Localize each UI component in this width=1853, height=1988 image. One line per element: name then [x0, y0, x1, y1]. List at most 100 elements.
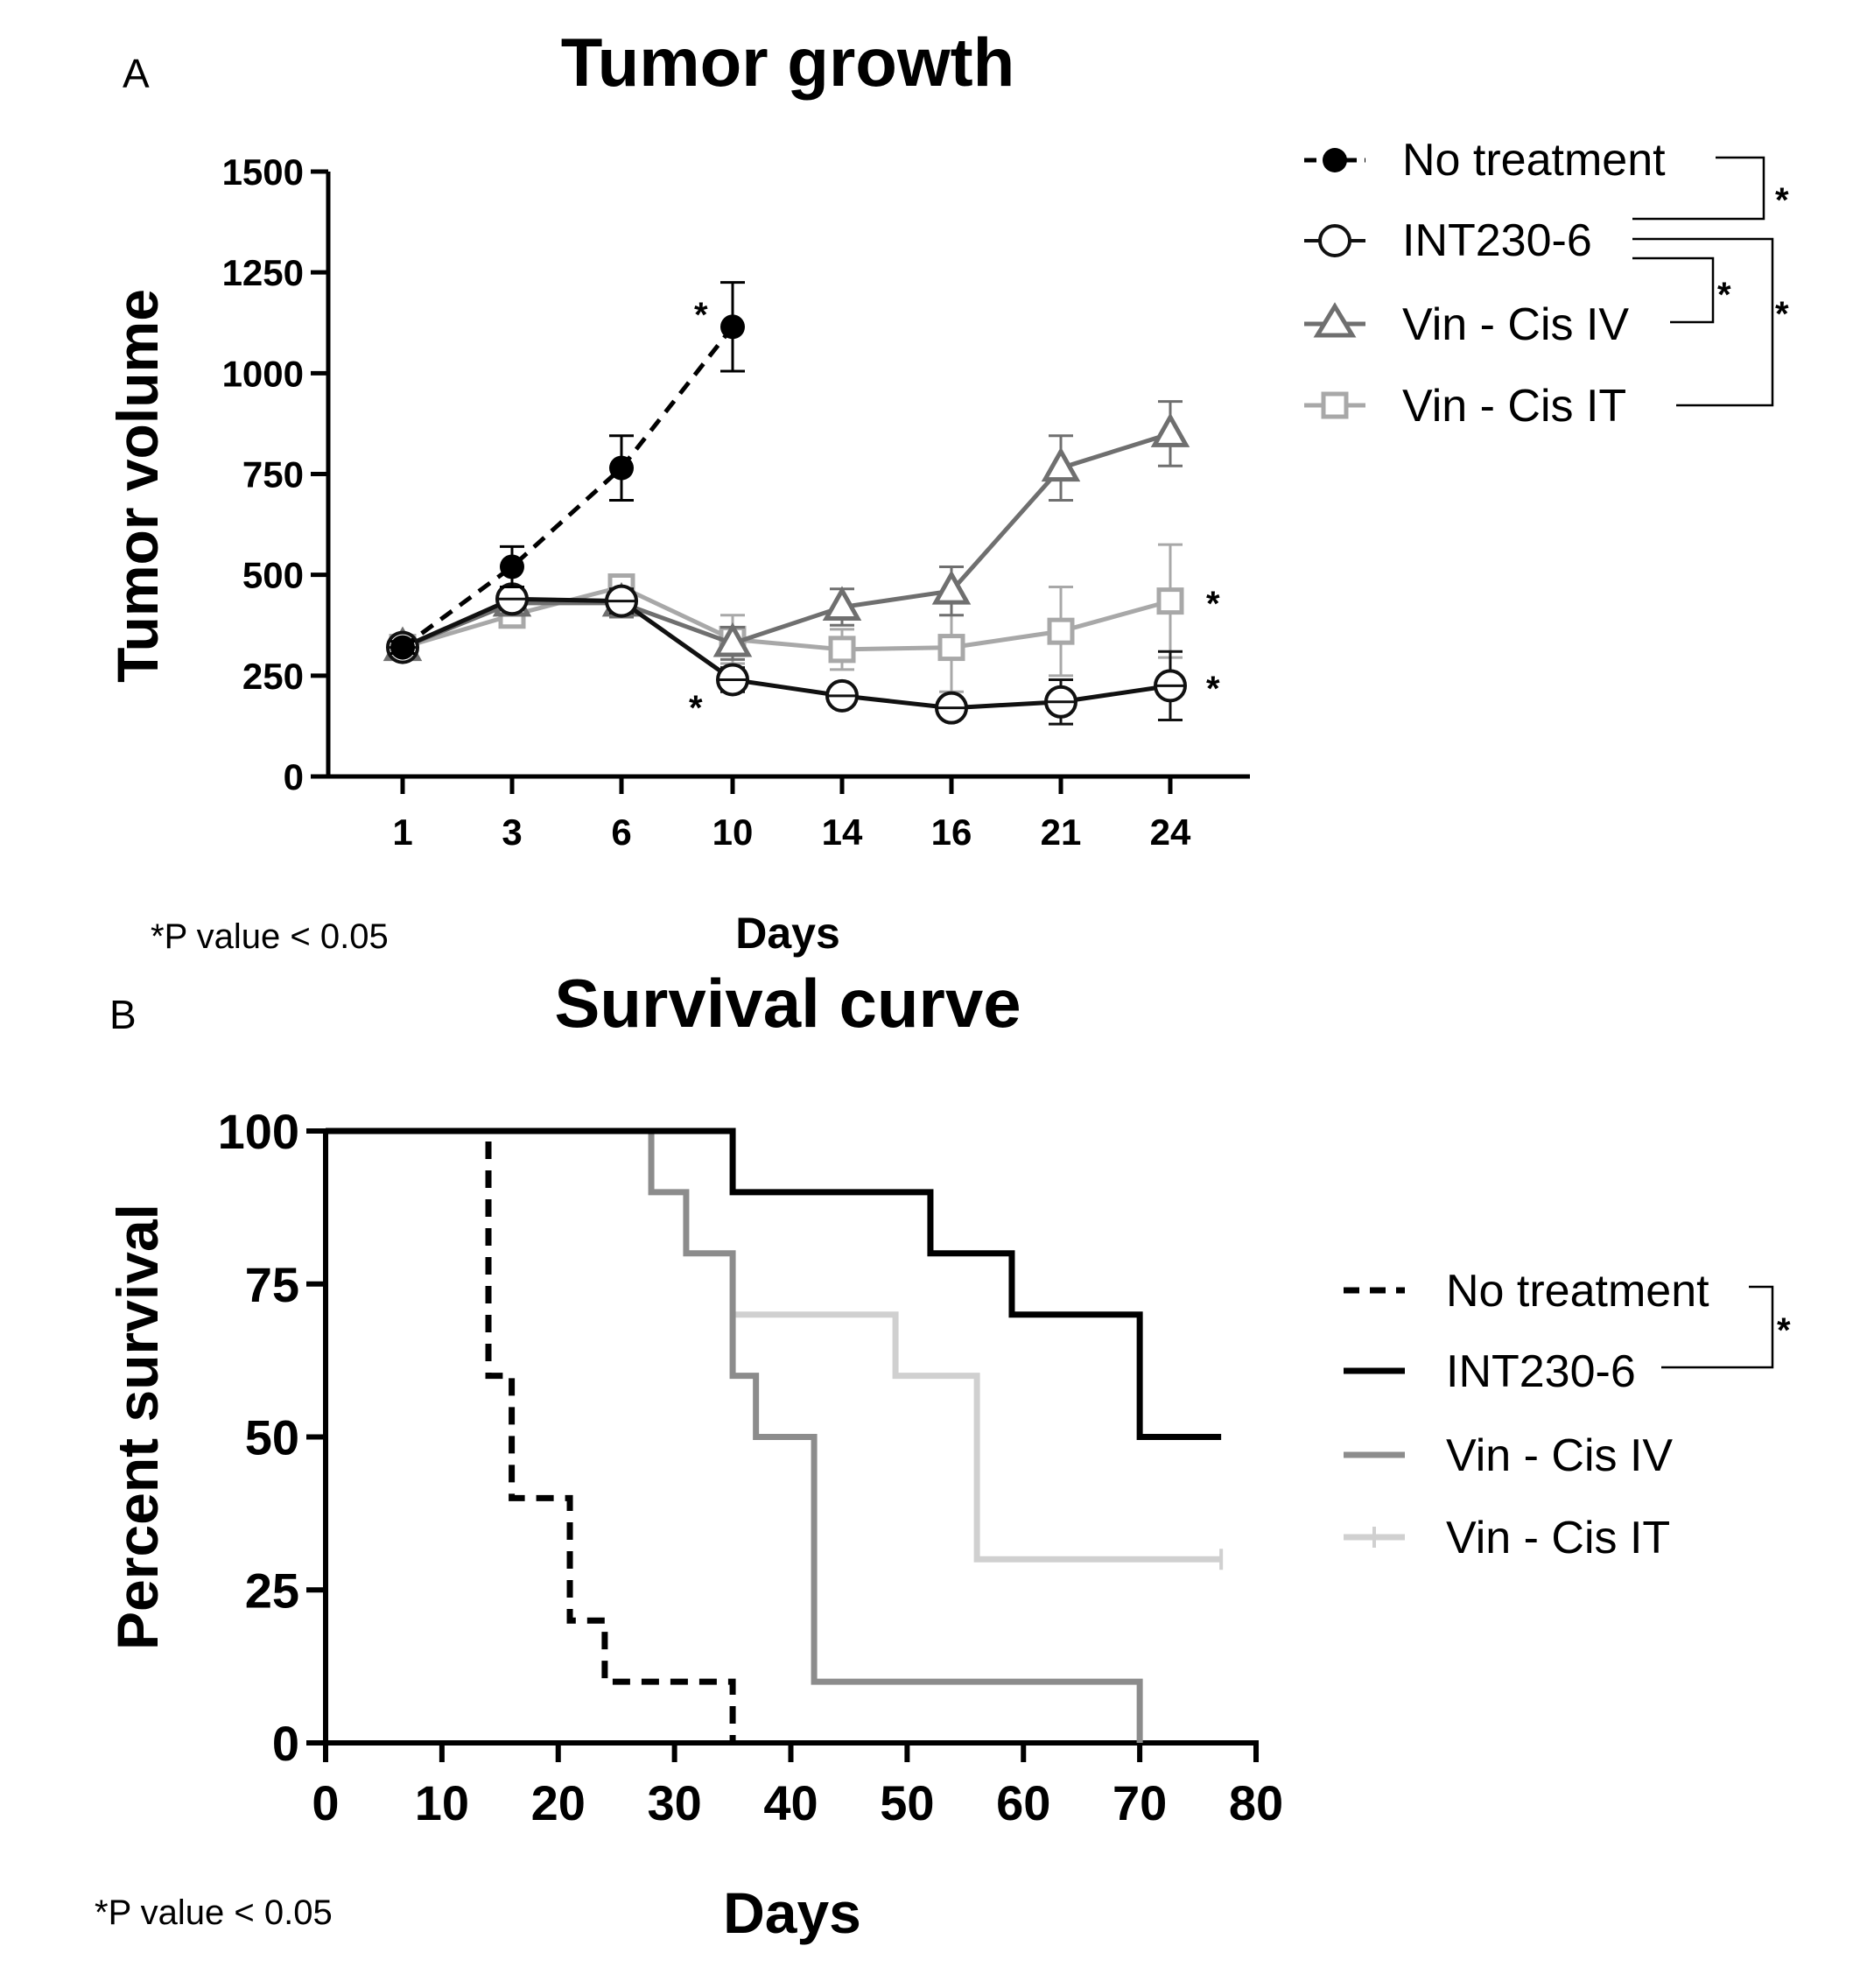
panel-a-letter: A [123, 51, 150, 96]
panel-a-star-no-treatment: * [694, 296, 708, 334]
legend-a-vin-cis-it-label: Vin - Cis IT [1402, 381, 1626, 432]
b-xtick-label: 80 [1229, 1775, 1283, 1830]
b-xtick-label: 30 [647, 1775, 701, 1830]
b-xtick-label: 0 [312, 1775, 339, 1830]
b-ytick-label: 50 [245, 1410, 299, 1465]
legend-a-bracket-1 [1632, 156, 1765, 221]
b-xtick-label: 50 [880, 1775, 934, 1830]
b-xtick-label: 70 [1113, 1775, 1167, 1830]
a-point [937, 634, 965, 662]
b-ytick-label: 100 [218, 1104, 299, 1159]
legend-a-int230-6-marker [1318, 224, 1351, 257]
panel-b-letter: B [109, 992, 137, 1037]
legend-a-int230-6-label: INT230-6 [1402, 215, 1592, 266]
a-point [931, 569, 972, 605]
b-ytick-label: 25 [245, 1563, 299, 1618]
panel-b-y-ticks: 0 25 50 75 100 [218, 1104, 326, 1771]
legend-a-vin-cis-iv-marker [1313, 302, 1357, 338]
legend-b-bracket-star: * [1777, 1311, 1791, 1350]
b-series-no-treatment [326, 1127, 736, 1743]
panel-b-ylabel: Percent survival [105, 1204, 170, 1650]
legend-a-bracket-2 [1632, 237, 1774, 407]
a-xtick-label: 16 [931, 811, 972, 853]
panel-a-legend: No treatment INT230-6 Vin - Cis IV Vin -… [1304, 135, 1789, 432]
panel-b-xlabel: Days [723, 1880, 861, 1945]
panel-a-star-int230-day10: * [689, 689, 703, 727]
legend-b-vin-cis-iv-label: Vin - Cis IV [1446, 1430, 1673, 1481]
legend-a-no-treatment: No treatment [1304, 135, 1666, 186]
legend-b-vin-cis-it-label: Vin - Cis IT [1446, 1513, 1670, 1563]
panel-b-series [326, 1127, 1224, 1743]
legend-a-vin-cis-it-marker [1321, 391, 1349, 419]
b-xtick-label: 20 [531, 1775, 586, 1830]
legend-b-vin-cis-iv: Vin - Cis IV [1344, 1430, 1673, 1481]
a-ytick-label: 0 [284, 756, 304, 797]
a-ytick-label: 750 [242, 454, 304, 495]
a-xtick-label: 10 [712, 811, 754, 853]
a-series-int230-6 [386, 582, 1187, 726]
legend-b-bracket [1661, 1285, 1774, 1369]
a-series-line [401, 596, 1171, 711]
legend-a-int230-6: INT230-6 [1304, 215, 1592, 266]
b-xtick-label: 40 [763, 1775, 818, 1830]
legend-a-vin-cis-iv-label: Vin - Cis IV [1402, 299, 1629, 350]
panel-b-title: Survival curve [554, 965, 1021, 1042]
legend-b-vin-cis-it: Vin - Cis IT [1344, 1513, 1670, 1563]
a-series-line [402, 584, 1171, 652]
panel-a-title: Tumor growth [561, 24, 1014, 101]
b-xtick-label: 10 [415, 1775, 469, 1830]
a-point [822, 586, 862, 622]
panel-b-footnote: *P value < 0.05 [95, 1893, 333, 1932]
b-series-vin-cis-it [733, 1311, 1222, 1563]
a-point [720, 314, 745, 340]
a-ytick-label: 1500 [222, 151, 304, 193]
legend-b-no-treatment-label: No treatment [1446, 1266, 1709, 1317]
panel-a-star-vin-cis-it: * [1206, 585, 1220, 623]
b-series-int230-6 [326, 1127, 1222, 1440]
legend-a-no-treatment-marker [1323, 148, 1347, 172]
a-xtick-label: 14 [822, 811, 863, 853]
panel-a-xlabel: Days [735, 909, 840, 958]
a-xtick-label: 1 [392, 811, 412, 853]
panel-b-survival-curve: B Survival curve Percent survival Days *… [95, 965, 1791, 1945]
a-point [712, 622, 753, 657]
a-xtick-label: 21 [1041, 811, 1082, 853]
a-ytick-label: 500 [242, 555, 304, 596]
legend-a-bracket-3 [1632, 256, 1715, 324]
panel-a-star-int230-end: * [1206, 670, 1220, 708]
panel-a-ylabel: Tumor volume [105, 289, 170, 683]
legend-a-vin-cis-iv: Vin - Cis IV [1304, 299, 1629, 350]
legend-a-no-treatment-label: No treatment [1402, 135, 1666, 186]
a-point [390, 635, 415, 660]
panel-a-tumor-growth: A Tumor growth Tumor volume Days *P valu… [105, 24, 1789, 958]
a-ytick-label: 1250 [222, 252, 304, 293]
legend-a-bracket-2-star: * [1775, 295, 1789, 334]
legend-b-int230-6: INT230-6 [1344, 1346, 1636, 1397]
a-point [1156, 587, 1184, 615]
a-xtick-label: 3 [502, 811, 522, 853]
legend-b-int230-6-label: INT230-6 [1446, 1346, 1636, 1397]
a-point [1041, 446, 1081, 482]
a-point [609, 455, 634, 481]
b-xtick-label: 60 [996, 1775, 1050, 1830]
panel-a-x-ticks: 1 3 6 10 14 16 21 24 [392, 776, 1191, 853]
a-point [1047, 617, 1075, 645]
b-series-vin-cis-iv [326, 1127, 1143, 1743]
b-ytick-label: 0 [272, 1716, 299, 1771]
a-point [828, 636, 856, 664]
panel-b-legend: No treatment INT230-6 Vin - Cis IV Vin -… [1344, 1266, 1791, 1563]
a-xtick-label: 24 [1150, 811, 1191, 853]
a-xtick-label: 6 [611, 811, 631, 853]
legend-a-bracket-1-star: * [1775, 181, 1789, 220]
a-series-no-treatment [390, 281, 745, 660]
legend-b-no-treatment: No treatment [1344, 1266, 1709, 1317]
a-point [1150, 412, 1190, 447]
legend-a-bracket-3-star: * [1717, 276, 1731, 314]
b-ytick-label: 75 [245, 1257, 299, 1312]
panel-a-footnote: *P value < 0.05 [151, 917, 389, 956]
a-point [500, 554, 524, 580]
legend-a-vin-cis-it: Vin - Cis IT [1304, 381, 1626, 432]
a-series-line [402, 432, 1171, 650]
panel-a-series [383, 281, 1190, 726]
